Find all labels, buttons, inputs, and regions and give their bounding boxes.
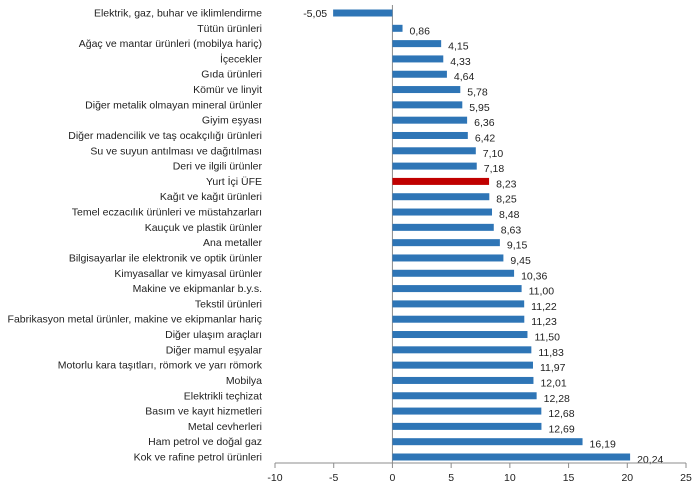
bar [392, 239, 500, 247]
x-tick-label: -5 [329, 472, 338, 484]
data-label: 7,18 [484, 163, 505, 175]
data-label: 12,01 [540, 377, 566, 389]
data-label: 5,78 [467, 87, 488, 99]
data-label: 16,19 [590, 439, 616, 451]
data-label: 11,50 [534, 332, 560, 344]
data-label: 7,10 [483, 148, 504, 160]
category-label: Giyim eşyası [202, 115, 262, 127]
x-tick-label: 20 [621, 472, 633, 484]
bar [392, 269, 515, 277]
bar [333, 9, 393, 17]
category-label: Temel eczacılık ürünleri ve müstahzarlar… [72, 207, 262, 219]
bar [392, 40, 442, 48]
bar [392, 208, 493, 216]
bar [392, 331, 528, 339]
bar [392, 177, 490, 185]
bar [392, 346, 532, 354]
category-label: Su ve suyun antılması ve dağıtılması [90, 145, 262, 157]
bar [392, 285, 522, 293]
category-label: Gıda ürünleri [201, 69, 262, 81]
data-label: 6,36 [474, 117, 495, 129]
bar [392, 438, 583, 446]
bar [392, 131, 468, 139]
bar [392, 392, 537, 400]
data-label: -5,05 [303, 8, 327, 20]
category-label: Bilgisayarlar ile elektronik ve optik ür… [69, 252, 263, 264]
category-label: Fabrikasyon metal ürünler, makine ve eki… [8, 314, 262, 326]
bar [392, 116, 468, 124]
bar [392, 86, 461, 94]
data-label: 8,25 [496, 194, 517, 206]
bar [392, 361, 533, 369]
data-label: 12,69 [548, 423, 574, 435]
data-label: 20,24 [637, 454, 663, 466]
category-label: Ağaç ve mantar ürünleri (mobilya hariç) [79, 38, 262, 50]
bar [392, 407, 542, 415]
x-tick-label: 15 [563, 472, 575, 484]
bar [392, 376, 534, 384]
category-label: Kauçuk ve plastik ürünler [145, 222, 263, 234]
data-label: 8,23 [496, 178, 517, 190]
data-label: 5,95 [469, 102, 490, 114]
bar [392, 453, 631, 461]
data-label: 12,28 [544, 393, 570, 405]
category-label: Tütün ürünleri [197, 23, 262, 35]
data-label: 11,23 [531, 316, 557, 328]
data-label: 11,22 [531, 301, 557, 313]
category-label: Metal cevherleri [188, 421, 262, 433]
bar [392, 70, 447, 78]
category-label: Basım ve kayıt hizmetleri [145, 406, 262, 418]
category-label: Kömür ve linyit [193, 84, 262, 96]
category-label: Kağıt ve kağıt ürünleri [160, 191, 262, 203]
x-tick-label: 10 [504, 472, 516, 484]
x-tick-label: 0 [390, 472, 396, 484]
bar [392, 254, 504, 262]
category-label: Makine ve ekipmanlar b.y.s. [133, 283, 262, 295]
data-label: 8,63 [501, 224, 522, 236]
category-label: Yurt İçi ÜFE [206, 175, 262, 188]
category-label: Mobilya [226, 375, 262, 387]
category-label: Ana metaller [203, 237, 262, 249]
data-label: 8,48 [499, 209, 520, 221]
category-label: Elektrik, gaz, buhar ve iklimlendirme [94, 8, 262, 20]
category-label: Diğer metalik olmayan mineral ürünler [85, 99, 262, 111]
category-label: Tekstil ürünleri [195, 298, 262, 310]
data-label: 11,97 [540, 362, 566, 374]
category-label: Kimyasallar ve kimyasal ürünler [114, 268, 262, 280]
data-label: 9,45 [510, 255, 531, 267]
data-label: 4,15 [448, 41, 469, 53]
category-label: Diğer mamul eşyalar [166, 344, 263, 356]
x-tick-label: -10 [267, 472, 282, 484]
bar [392, 422, 542, 430]
category-label: Diğer ulaşım araçları [165, 329, 262, 341]
data-label: 11,83 [538, 347, 564, 359]
x-tick-label: 25 [680, 472, 692, 484]
bar [392, 55, 444, 63]
data-label: 12,68 [548, 408, 574, 420]
data-label: 4,64 [454, 71, 475, 83]
category-label: Motorlu kara taşıtları, römork ve yarı r… [58, 360, 263, 372]
bar [392, 147, 476, 155]
data-label: 4,33 [450, 56, 471, 68]
bar [392, 300, 525, 308]
data-label: 9,15 [507, 240, 528, 252]
bar [392, 101, 463, 109]
data-label: 6,42 [475, 132, 496, 144]
bar [392, 315, 525, 323]
category-label: Deri ve ilgili ürünler [173, 161, 263, 173]
category-label: Elektrikli teçhizat [184, 390, 262, 402]
category-label: Ham petrol ve doğal gaz [148, 436, 262, 448]
data-label: 0,86 [410, 25, 431, 37]
bar [392, 223, 494, 231]
bar [392, 193, 490, 201]
data-label: 11,00 [529, 286, 555, 298]
bar [392, 24, 403, 32]
category-label: İçecekler [220, 52, 263, 65]
x-tick-label: 5 [448, 472, 454, 484]
data-label: 10,36 [521, 270, 547, 282]
bar [392, 162, 477, 170]
category-label: Kok ve rafine petrol ürünleri [134, 452, 262, 464]
category-label: Diğer madencilik ve taş ocakçılığı ürünl… [68, 130, 262, 142]
